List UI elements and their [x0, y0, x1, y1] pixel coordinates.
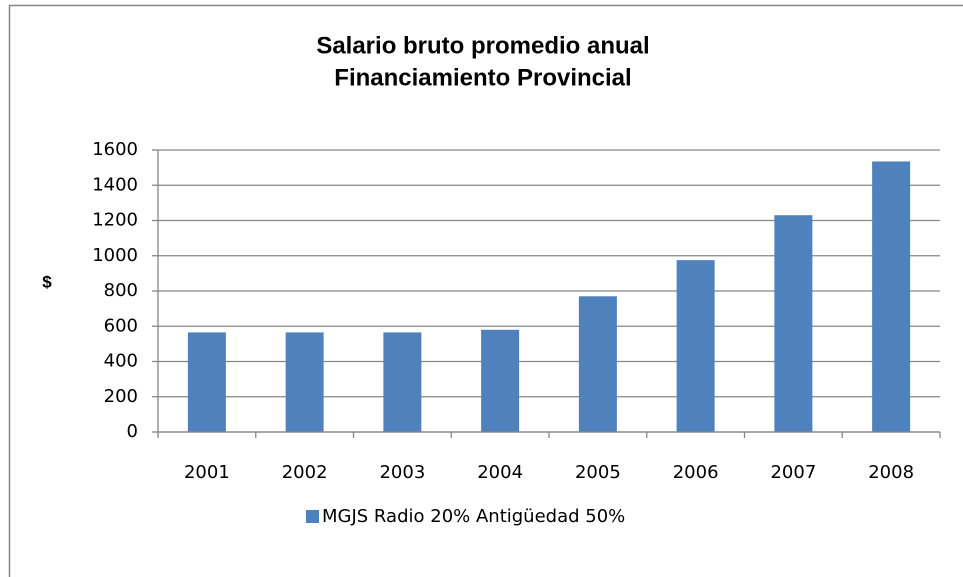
- chart-title: Salario bruto promedio anual: [316, 32, 649, 59]
- y-tick-label: 0: [127, 421, 138, 442]
- chart-subtitle: Financiamiento Provincial: [334, 64, 631, 91]
- x-tick-label: 2003: [379, 462, 425, 483]
- y-tick-label: 1000: [92, 245, 138, 266]
- bar: [285, 332, 324, 432]
- legend-label: MGJS Radio 20% Antigüedad 50%: [322, 506, 625, 527]
- x-tick-label: 2005: [575, 462, 621, 483]
- bar: [676, 260, 715, 432]
- bar: [187, 332, 226, 432]
- bar: [383, 332, 422, 432]
- x-tick-label: 2006: [673, 462, 719, 483]
- x-tick-label: 2001: [184, 462, 230, 483]
- y-axis-label: $: [42, 272, 52, 291]
- y-tick-label: 400: [104, 351, 138, 372]
- y-tick-label: 1600: [92, 139, 138, 160]
- x-tick-label: 2002: [282, 462, 328, 483]
- bar: [774, 215, 813, 432]
- y-tick-label: 200: [104, 386, 138, 407]
- bar: [481, 329, 520, 432]
- bar: [872, 161, 911, 433]
- bar: [578, 296, 617, 432]
- x-tick-label: 2004: [477, 462, 523, 483]
- y-tick-label: 800: [104, 280, 138, 301]
- legend-swatch: [306, 510, 319, 523]
- x-tick-label: 2008: [868, 462, 914, 483]
- y-tick-label: 1200: [92, 210, 138, 231]
- y-tick-label: 600: [104, 315, 138, 336]
- x-tick-label: 2007: [770, 462, 816, 483]
- y-tick-label: 1400: [92, 174, 138, 195]
